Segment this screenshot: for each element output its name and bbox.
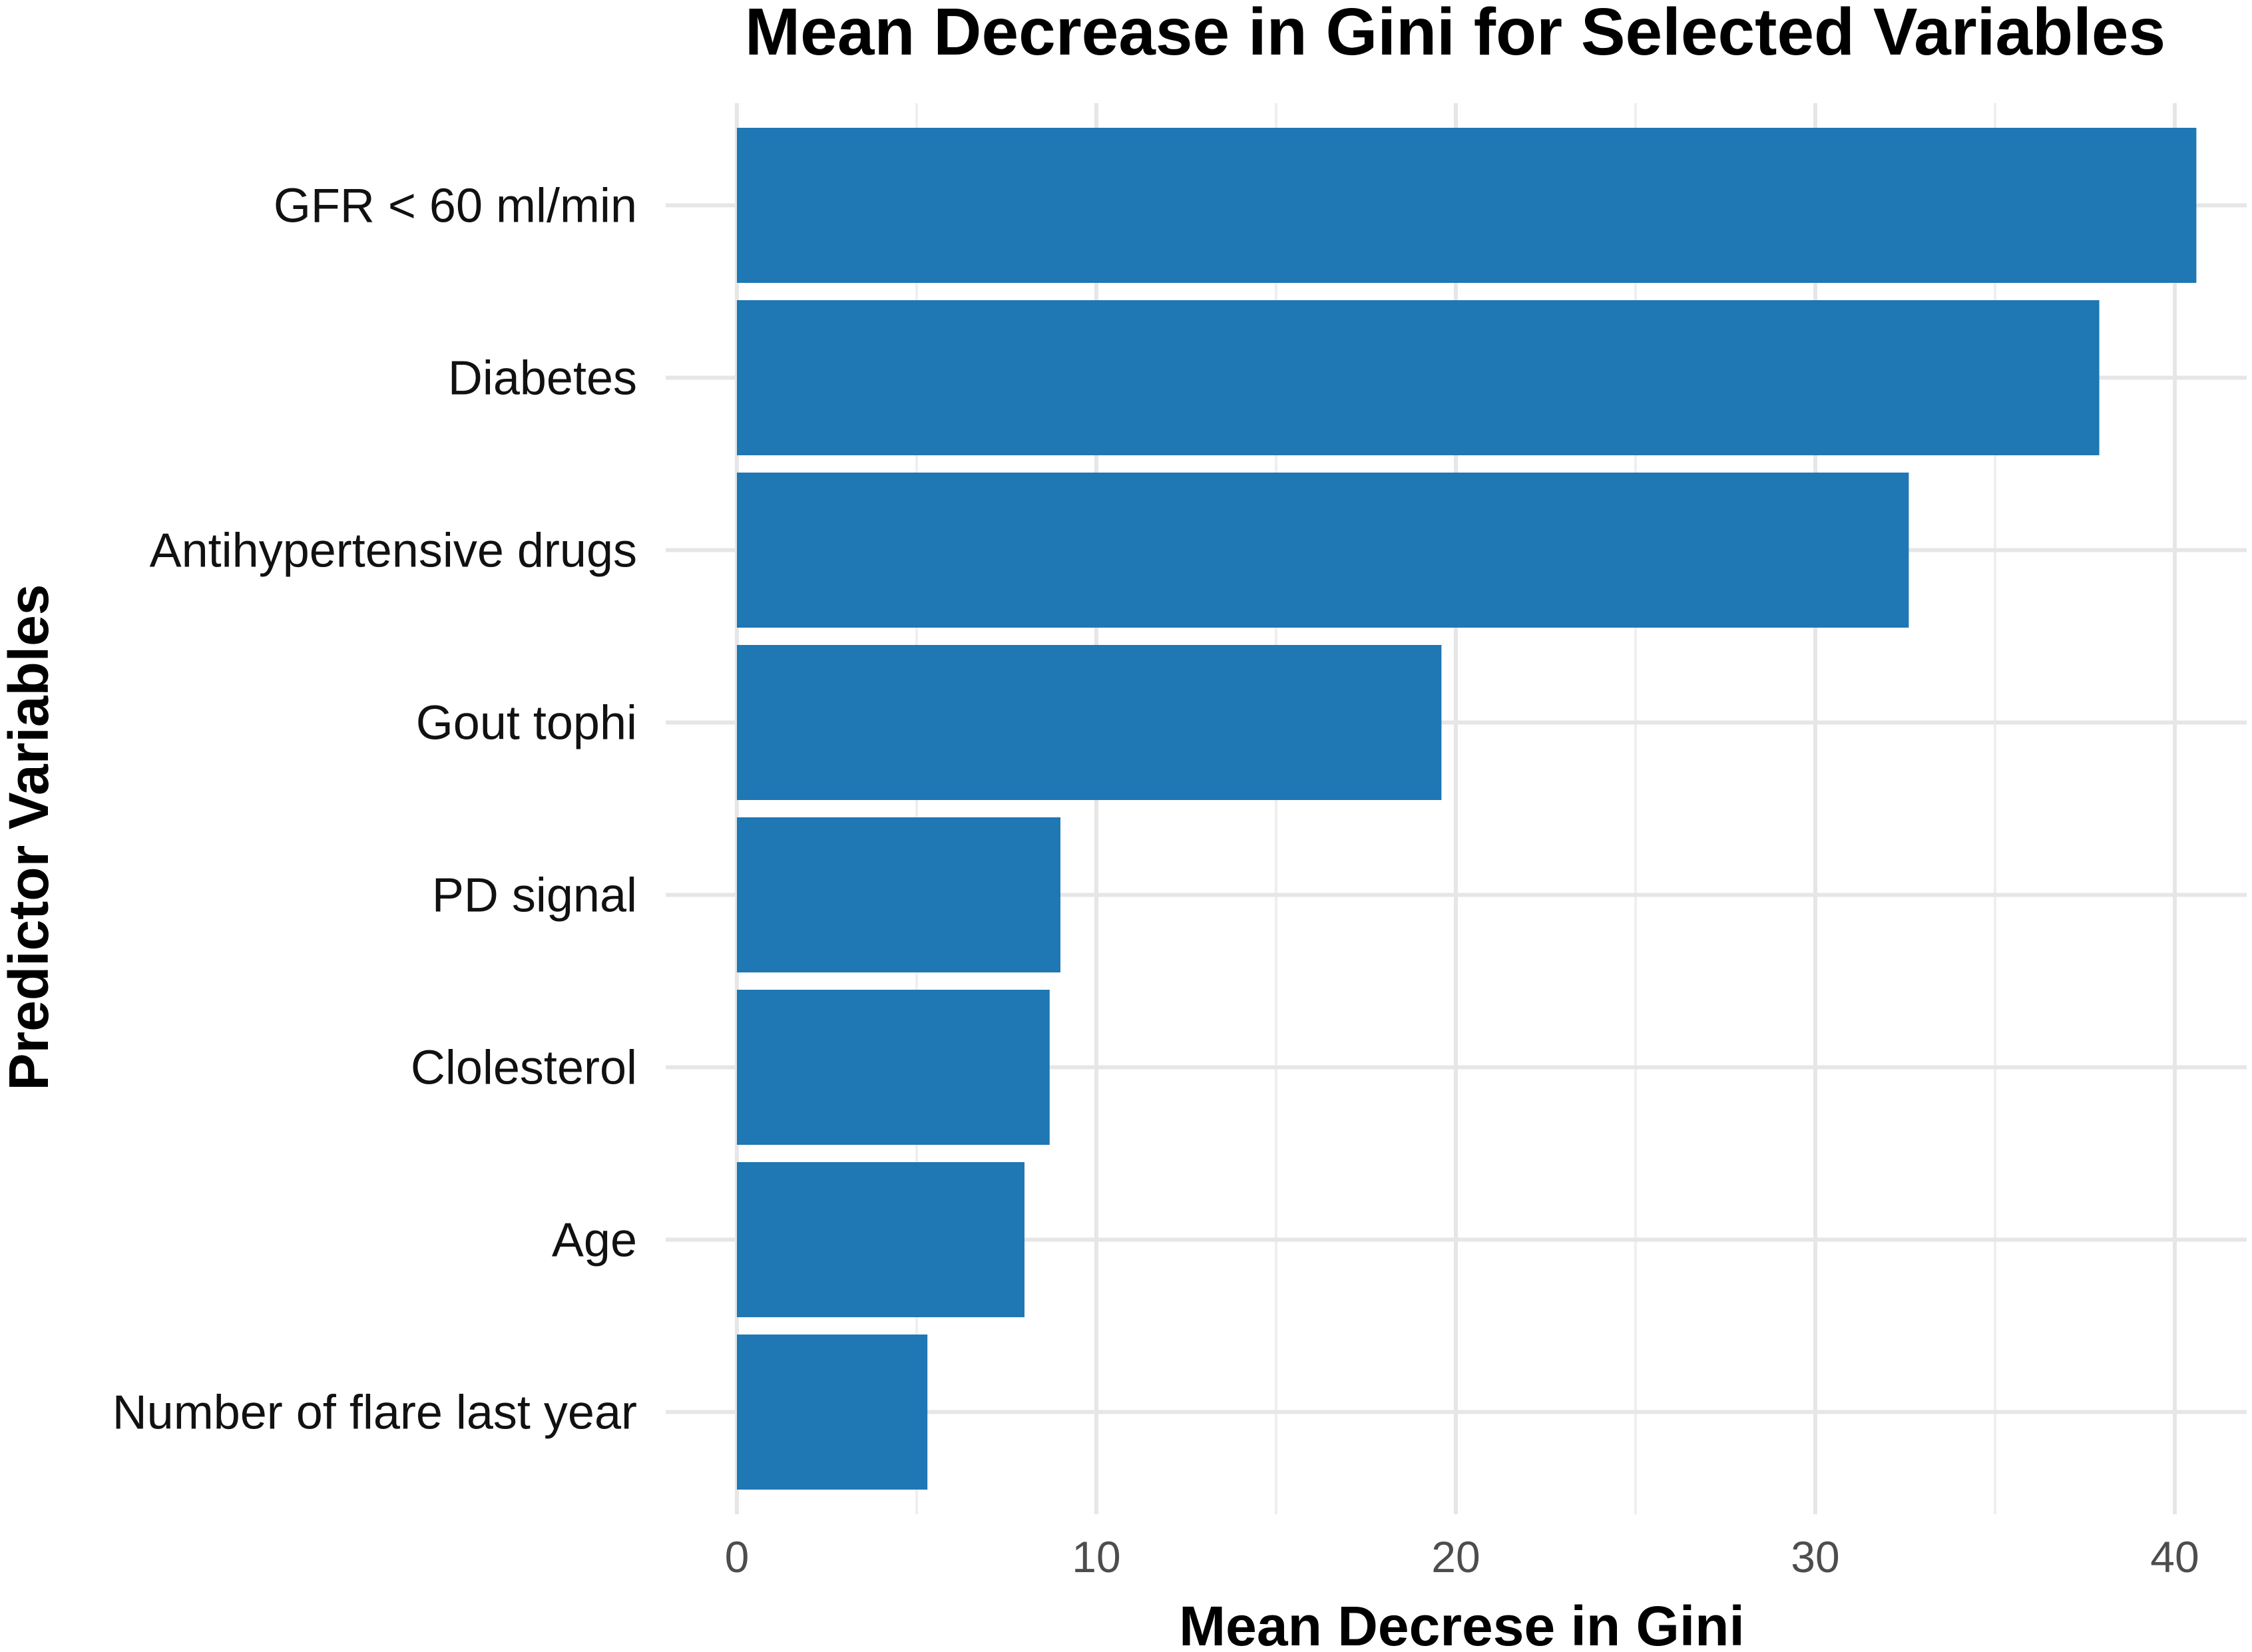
x-tick-labels: 0 10 20 30 40: [725, 1532, 2199, 1581]
category-label-1: Diabetes: [448, 352, 637, 405]
x-axis-title: Mean Decrese in Gini: [1179, 1595, 1745, 1652]
bar-5: [737, 990, 1050, 1145]
category-label-7: Number of flare last year: [113, 1386, 637, 1440]
chart-title: Mean Decrease in Gini for Selected Varia…: [745, 0, 2165, 69]
x-tick-label-2: 20: [1431, 1532, 1480, 1581]
category-label-5: Clolesterol: [411, 1042, 637, 1095]
bar-0: [737, 128, 2197, 283]
bar-4: [737, 817, 1060, 972]
x-tick-label-1: 10: [1072, 1532, 1120, 1581]
category-label-0: GFR < 60 ml/min: [274, 180, 637, 233]
bar-7: [737, 1335, 928, 1490]
bar-2: [737, 473, 1909, 628]
category-label-4: PD signal: [432, 869, 637, 923]
x-tick-label-3: 30: [1791, 1532, 1839, 1581]
bar-6: [737, 1162, 1024, 1317]
category-label-6: Age: [552, 1214, 637, 1267]
bar-1: [737, 300, 2100, 455]
bars: [737, 128, 2197, 1490]
category-label-3: Gout tophi: [416, 697, 637, 750]
category-labels: GFR < 60 ml/min Diabetes Antihypertensive …: [113, 180, 637, 1440]
category-label-2: Antihypertensive drugs: [150, 524, 637, 578]
y-axis-title: Predictor Variables: [0, 584, 60, 1090]
x-tick-label-4: 40: [2150, 1532, 2199, 1581]
bar-3: [737, 645, 1442, 800]
x-tick-label-0: 0: [725, 1532, 750, 1581]
